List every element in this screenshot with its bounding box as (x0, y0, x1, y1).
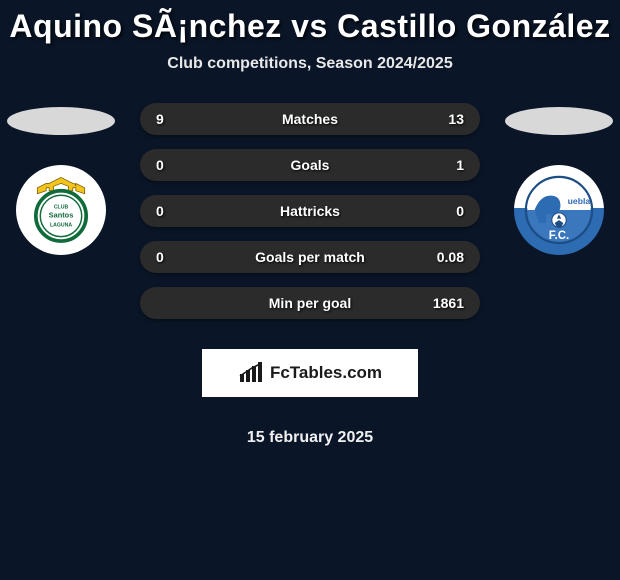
stat-left-value: 0 (156, 157, 196, 173)
left-team-column: CLUB Santos LAGUNA (6, 103, 116, 255)
date-label: 15 february 2025 (247, 429, 373, 447)
right-player-avatar-placeholder (505, 107, 613, 135)
stat-label: Matches (282, 111, 338, 127)
comparison-layout: CLUB Santos LAGUNA 9 Matches 13 0 Goals … (0, 103, 620, 447)
stat-label: Min per goal (269, 295, 351, 311)
stat-right-value: 1 (424, 157, 464, 173)
svg-text:CLUB: CLUB (54, 205, 69, 211)
brand-label: FcTables.com (270, 363, 382, 383)
stat-right-value: 1861 (424, 295, 464, 311)
subtitle: Club competitions, Season 2024/2025 (0, 55, 620, 73)
stat-left-value: 0 (156, 249, 196, 265)
stat-row-goals: 0 Goals 1 (140, 149, 480, 181)
svg-text:Santos: Santos (49, 210, 74, 219)
stat-label: Goals (291, 157, 330, 173)
bar-chart-icon (238, 362, 264, 384)
stat-label: Goals per match (255, 249, 365, 265)
stats-column: 9 Matches 13 0 Goals 1 0 Hattricks 0 0 G… (116, 103, 504, 447)
santos-laguna-crest-icon: CLUB Santos LAGUNA (24, 173, 98, 247)
stat-row-min-per-goal: Min per goal 1861 (140, 287, 480, 319)
puebla-fc-crest-icon: uebla F.C. (523, 174, 595, 246)
stat-right-value: 13 (424, 111, 464, 127)
left-player-avatar-placeholder (7, 107, 115, 135)
stat-row-goals-per-match: 0 Goals per match 0.08 (140, 241, 480, 273)
stat-right-value: 0.08 (424, 249, 464, 265)
stat-row-matches: 9 Matches 13 (140, 103, 480, 135)
stat-left-value: 9 (156, 111, 196, 127)
stat-right-value: 0 (424, 203, 464, 219)
left-team-crest: CLUB Santos LAGUNA (16, 165, 106, 255)
brand-box[interactable]: FcTables.com (202, 349, 418, 397)
stat-row-hattricks: 0 Hattricks 0 (140, 195, 480, 227)
right-team-crest: uebla F.C. (514, 165, 604, 255)
svg-text:F.C.: F.C. (549, 230, 569, 242)
page-title: Aquino SÃ¡nchez vs Castillo González (0, 8, 620, 45)
svg-text:uebla: uebla (568, 196, 591, 206)
stat-left-value: 0 (156, 203, 196, 219)
svg-text:LAGUNA: LAGUNA (50, 222, 72, 228)
right-team-column: uebla F.C. (504, 103, 614, 255)
stat-label: Hattricks (280, 203, 340, 219)
